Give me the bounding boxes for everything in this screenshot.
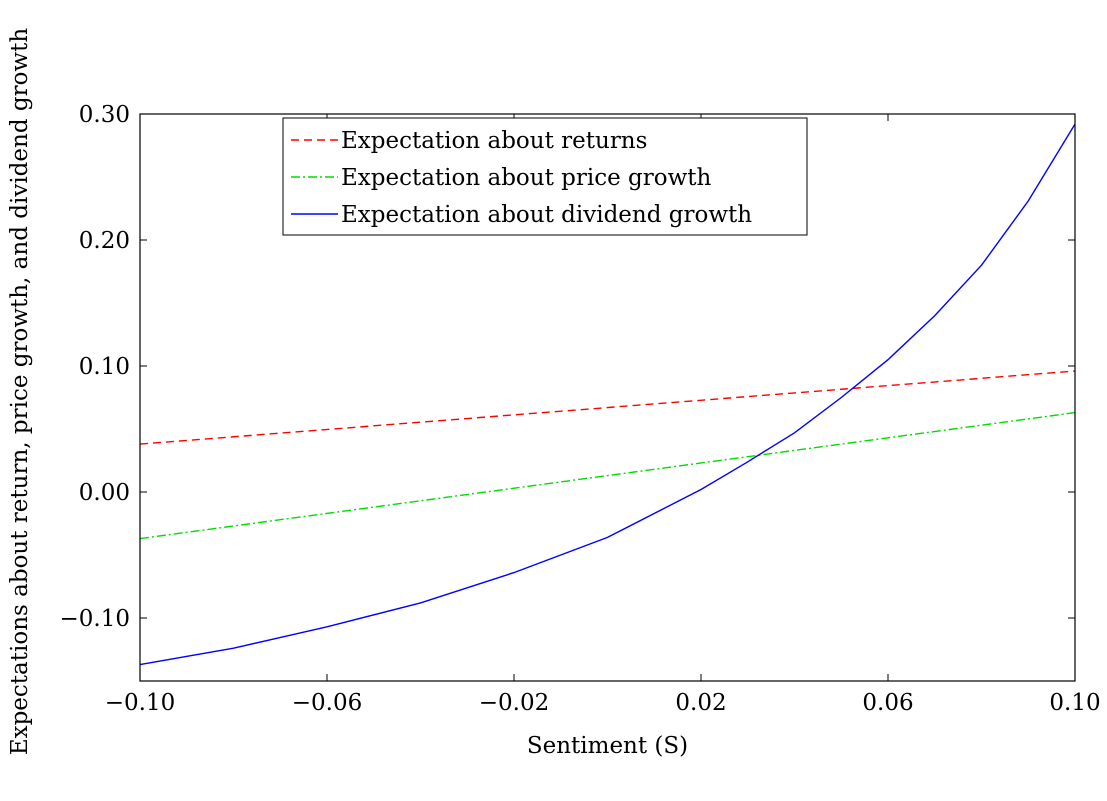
axis-ticks: −0.10 −0.06 −0.02 0.02 0.06 0.10 −0.10 0.00 0.10…	[60, 102, 1101, 716]
series-lines	[139, 123, 1076, 666]
x-tick-label: −0.10	[105, 690, 175, 716]
legend-label: Expectation about returns	[341, 128, 647, 154]
x-tick-label: −0.02	[479, 690, 549, 716]
legend: Expectation about returns Expectation abo…	[282, 117, 808, 236]
series-line-2	[139, 411, 1076, 540]
series-line-3	[139, 123, 1076, 666]
legend-box	[282, 117, 808, 236]
y-tick-label: 0.30	[79, 102, 130, 128]
y-tick-label: 0.10	[79, 354, 130, 380]
y-tick-label: 0.00	[79, 480, 130, 506]
plot-frame	[139, 113, 1076, 682]
x-tick-label: −0.06	[292, 690, 362, 716]
x-axis-title: Sentiment (S)	[527, 733, 688, 759]
legend-label: Expectation about dividend growth	[341, 202, 752, 228]
y-tick-label: 0.20	[79, 228, 130, 254]
y-axis-title: Expectations about return, price growth,…	[7, 28, 33, 756]
y-tick-label: −0.10	[60, 606, 130, 632]
x-tick-label: 0.06	[862, 690, 913, 716]
legend-label: Expectation about price growth	[341, 165, 712, 191]
x-tick-label: 0.10	[1049, 690, 1100, 716]
x-tick-label: 0.02	[675, 690, 726, 716]
series-line-1	[139, 370, 1076, 445]
